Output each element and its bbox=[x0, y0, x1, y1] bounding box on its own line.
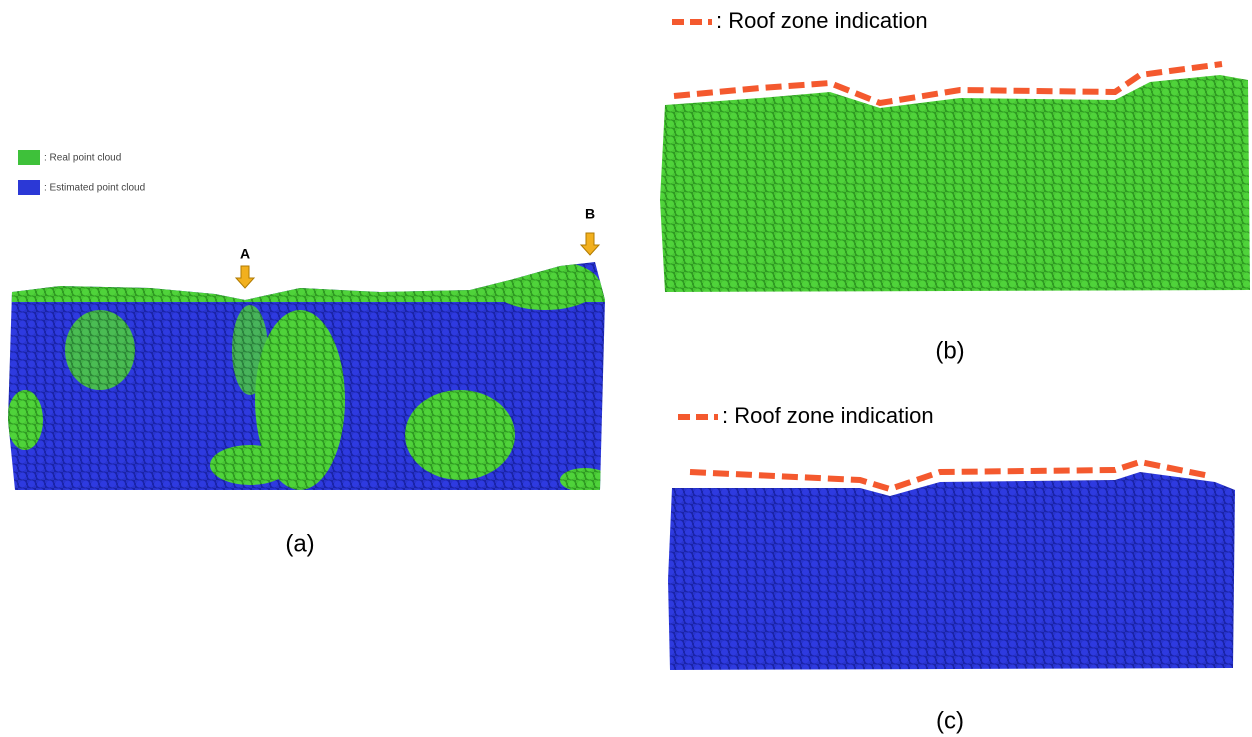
panel-a: : Real point cloud : Estimated point clo… bbox=[0, 150, 610, 557]
caption: (a) bbox=[285, 530, 314, 557]
arrow bbox=[581, 233, 599, 255]
legend-label: : Estimated point cloud bbox=[44, 183, 145, 194]
legend-swatch bbox=[18, 150, 40, 165]
figure: : Real point cloud : Estimated point clo… bbox=[0, 0, 1252, 737]
caption: (c) bbox=[936, 707, 964, 734]
panel-b: : Roof zone indication (b) bbox=[660, 8, 1250, 365]
point-cloud bbox=[660, 75, 1250, 292]
arrow bbox=[236, 266, 254, 288]
marker-label: B bbox=[585, 206, 595, 222]
legend-label: : Roof zone indication bbox=[722, 403, 934, 428]
point-cloud bbox=[0, 250, 610, 495]
legend-label: : Roof zone indication bbox=[716, 8, 928, 33]
caption: (b) bbox=[935, 337, 964, 364]
point-cloud bbox=[668, 472, 1235, 670]
marker-label: A bbox=[240, 246, 250, 262]
legend-swatch bbox=[18, 180, 40, 195]
legend-label: : Real point cloud bbox=[44, 153, 121, 164]
panel-c: : Roof zone indication (c) bbox=[668, 403, 1235, 735]
